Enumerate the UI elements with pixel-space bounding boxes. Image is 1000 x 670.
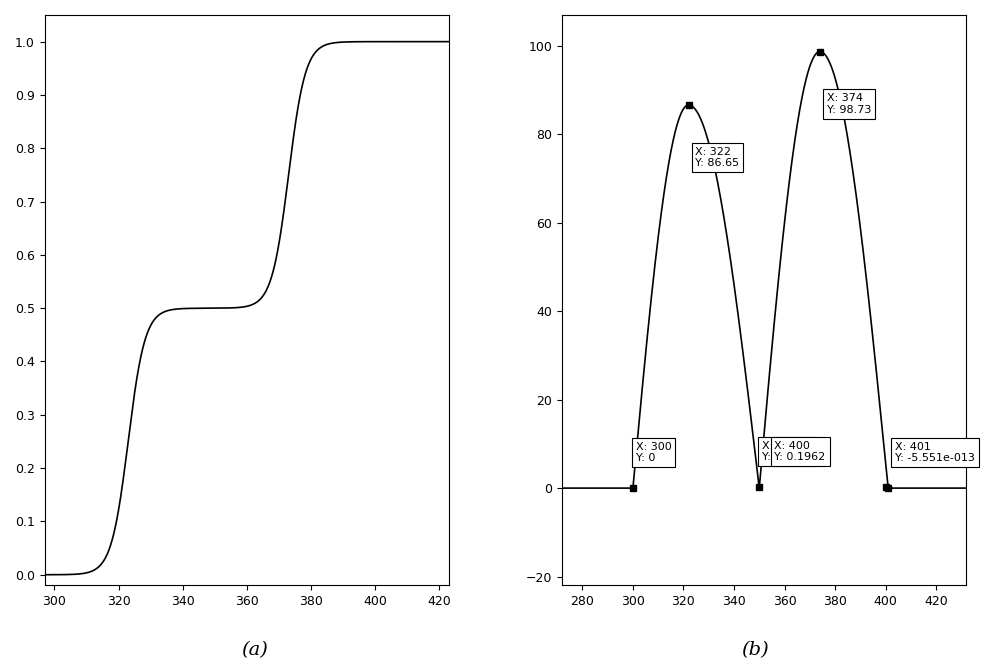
Text: X: 400
Y: 0.1962: X: 400 Y: 0.1962 bbox=[774, 441, 826, 462]
Text: X: 350
Y: 0.1952: X: 350 Y: 0.1952 bbox=[762, 441, 813, 462]
Text: (a): (a) bbox=[242, 641, 268, 659]
Text: X: 374
Y: 98.73: X: 374 Y: 98.73 bbox=[827, 93, 871, 115]
Text: X: 322
Y: 86.65: X: 322 Y: 86.65 bbox=[695, 147, 740, 168]
Text: (b): (b) bbox=[741, 641, 769, 659]
Text: X: 401
Y: -5.551e-013: X: 401 Y: -5.551e-013 bbox=[895, 442, 975, 463]
Text: X: 300
Y: 0: X: 300 Y: 0 bbox=[636, 442, 671, 463]
